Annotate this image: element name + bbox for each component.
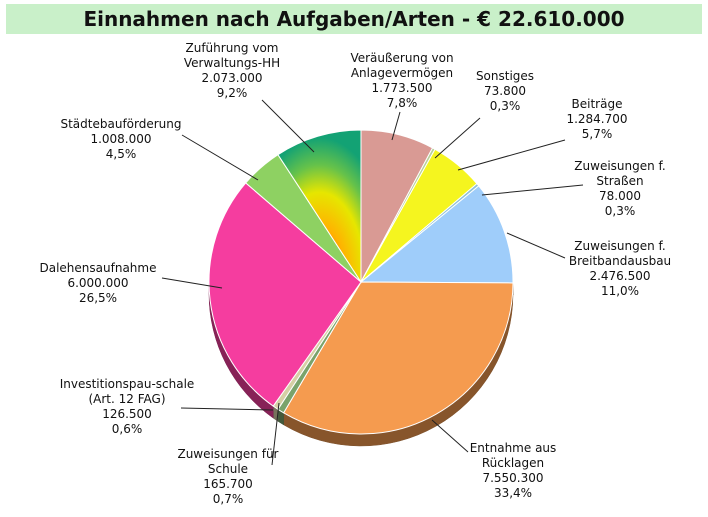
slice-percent: 7,8% bbox=[387, 96, 418, 110]
slice-value: 6.000.000 bbox=[67, 276, 128, 290]
slice-percent: 5,7% bbox=[582, 127, 613, 141]
slice-percent: 0,7% bbox=[213, 492, 244, 506]
slice-label-1: Sonstiges 73.800 0,3% bbox=[476, 69, 534, 113]
slice-value: 2.476.500 bbox=[589, 269, 650, 283]
leader-line-0 bbox=[391, 111, 401, 141]
slice-name: Straßen bbox=[596, 174, 643, 188]
slice-label-9: Städtebauförderung 1.008.000 4,5% bbox=[60, 117, 181, 161]
leader-line-6 bbox=[271, 402, 280, 466]
slice-name: Entnahme aus bbox=[470, 441, 557, 455]
slice-name: Städtebauförderung bbox=[60, 117, 181, 131]
slice-value: 7.550.300 bbox=[482, 471, 543, 485]
slice-value: 2.073.000 bbox=[201, 71, 262, 85]
slice-label-8: Dalehensaufnahme 6.000.000 26,5% bbox=[40, 261, 157, 305]
leader-line-7 bbox=[180, 407, 274, 411]
leader-line-4 bbox=[506, 232, 566, 259]
slice-label-3: Zuweisungen f. Straßen 78.000 0,3% bbox=[574, 159, 665, 218]
slice-name: Verwaltungs-HH bbox=[184, 56, 280, 70]
slice-percent: 0,6% bbox=[112, 422, 143, 436]
slice-label-0: Veräußerung von Anlagevermögen 1.773.500 7,… bbox=[350, 51, 453, 110]
slice-percent: 0,3% bbox=[490, 99, 521, 113]
slice-name: (Art. 12 FAG) bbox=[88, 392, 165, 406]
leader-line-3 bbox=[481, 184, 584, 196]
slice-label-6: Zuweisungen für Schule 165.700 0,7% bbox=[177, 447, 278, 506]
slice-label-10: Zuführung vom Verwaltungs-HH 2.073.000 9,2% bbox=[184, 41, 280, 100]
slice-label-5: Entnahme aus Rücklagen 7.550.300 33,4% bbox=[470, 441, 557, 500]
slice-label-4: Zuweisungen f. Breitbandausbau 2.476.500 11… bbox=[569, 239, 671, 298]
title-bar: Einnahmen nach Aufgaben/Arten - € 22.610… bbox=[6, 4, 702, 34]
pie-slice-8[interactable] bbox=[208, 182, 362, 407]
slice-name: Dalehensaufnahme bbox=[40, 261, 157, 275]
slice-name: Zuweisungen f. bbox=[574, 239, 665, 253]
leader-line-10 bbox=[261, 99, 315, 153]
slice-name: Rücklagen bbox=[482, 456, 544, 470]
pie-slice-5[interactable] bbox=[282, 281, 514, 435]
slice-value: 73.800 bbox=[484, 84, 526, 98]
chart-title: Einnahmen nach Aufgaben/Arten - € 22.610… bbox=[83, 7, 625, 31]
leader-line-1 bbox=[434, 117, 481, 159]
slice-name: Zuweisungen für bbox=[177, 447, 278, 461]
slice-label-7: Investitionspau-schale (Art. 12 FAG) 126.5… bbox=[60, 377, 195, 436]
slice-name: Zuführung vom bbox=[186, 41, 279, 55]
pie-slice-10[interactable] bbox=[277, 129, 362, 284]
slice-name: Anlagevermögen bbox=[351, 66, 453, 80]
slice-percent: 26,5% bbox=[79, 291, 117, 305]
leader-line-2 bbox=[457, 139, 566, 171]
slice-percent: 11,0% bbox=[601, 284, 639, 298]
slice-name: Sonstiges bbox=[476, 69, 534, 83]
slice-percent: 4,5% bbox=[106, 147, 137, 161]
slice-value: 126.500 bbox=[102, 407, 152, 421]
slice-name: Investitionspau-schale bbox=[60, 377, 195, 391]
leader-line-9 bbox=[181, 134, 259, 181]
slice-value: 1.773.500 bbox=[371, 81, 432, 95]
slice-name: Beiträge bbox=[572, 97, 623, 111]
slice-percent: 33,4% bbox=[494, 486, 532, 500]
slice-value: 165.700 bbox=[203, 477, 253, 491]
slice-name: Breitbandausbau bbox=[569, 254, 671, 268]
slice-value: 1.008.000 bbox=[90, 132, 151, 146]
slice-value: 1.284.700 bbox=[566, 112, 627, 126]
slice-percent: 0,3% bbox=[605, 204, 636, 218]
pie-slice-4[interactable] bbox=[359, 185, 514, 284]
leader-line-8 bbox=[161, 277, 223, 289]
slice-name: Veräußerung von bbox=[350, 51, 453, 65]
slice-value: 78.000 bbox=[599, 189, 641, 203]
slice-label-2: Beiträge 1.284.700 5,7% bbox=[566, 97, 627, 141]
slice-name: Zuweisungen f. bbox=[574, 159, 665, 173]
leader-line-5 bbox=[431, 419, 469, 453]
slice-name: Schule bbox=[208, 462, 248, 476]
slice-percent: 9,2% bbox=[217, 86, 248, 100]
